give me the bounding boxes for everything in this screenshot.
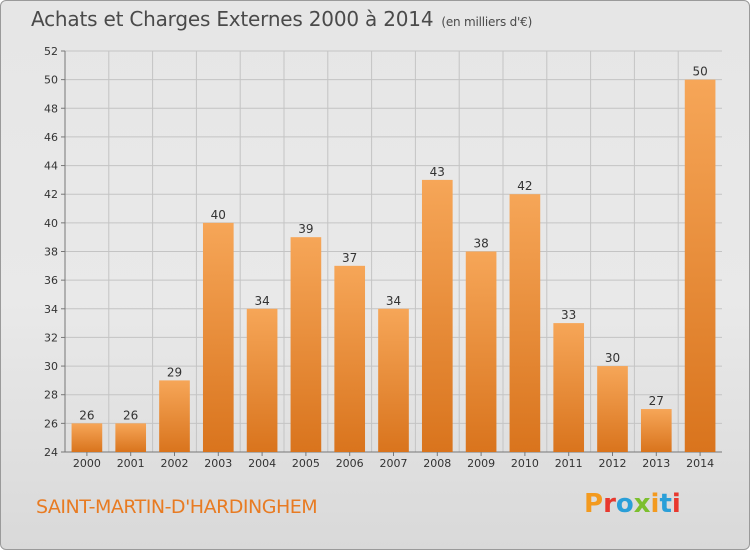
chart-title-text: Achats et Charges Externes 2000 à 2014 bbox=[31, 7, 434, 31]
x-tick-label: 2001 bbox=[117, 457, 145, 470]
bar bbox=[202, 222, 234, 452]
y-tick-label: 24 bbox=[44, 446, 58, 459]
x-tick-label: 2002 bbox=[161, 457, 189, 470]
y-tick-label: 28 bbox=[44, 389, 58, 402]
bar bbox=[334, 265, 366, 452]
y-tick-label: 38 bbox=[44, 246, 58, 259]
y-tick-label: 26 bbox=[44, 417, 58, 430]
data-label: 26 bbox=[123, 408, 138, 422]
x-tick-label: 2012 bbox=[599, 457, 627, 470]
bar bbox=[378, 308, 409, 452]
bars bbox=[71, 79, 716, 453]
bar bbox=[509, 194, 541, 452]
y-tick-label: 34 bbox=[44, 303, 58, 316]
bar bbox=[246, 308, 278, 452]
x-tick-label: 2007 bbox=[380, 457, 408, 470]
x-tick-label: 2010 bbox=[511, 457, 539, 470]
y-tick-label: 36 bbox=[44, 274, 58, 287]
y-tick-label: 30 bbox=[44, 360, 58, 373]
bar bbox=[71, 423, 103, 452]
logo-letter: o bbox=[615, 489, 634, 519]
data-label: 29 bbox=[167, 365, 182, 379]
bar bbox=[640, 409, 672, 452]
y-tick-label: 32 bbox=[44, 331, 58, 344]
bar bbox=[684, 79, 716, 453]
data-label: 30 bbox=[605, 351, 620, 365]
chart-title: Achats et Charges Externes 2000 à 2014 (e… bbox=[31, 7, 532, 31]
data-label: 37 bbox=[342, 251, 357, 265]
y-tick-label: 52 bbox=[44, 45, 58, 58]
y-tick-label: 50 bbox=[44, 74, 58, 87]
chart-unit: (en milliers d'€) bbox=[441, 15, 533, 29]
y-tick-label: 42 bbox=[44, 188, 58, 201]
bar bbox=[290, 237, 322, 452]
axes: 24 26 28 30 32 34 36 38 40 42 44 46 48 50 52 2000 2001 20… bbox=[44, 45, 722, 470]
proxiti-logo: Proxiti bbox=[584, 489, 681, 519]
bar bbox=[465, 251, 497, 452]
bar bbox=[115, 423, 147, 452]
data-label: 39 bbox=[298, 222, 313, 236]
data-label: 38 bbox=[473, 237, 488, 251]
data-label: 50 bbox=[692, 65, 707, 79]
y-tick-label: 46 bbox=[44, 131, 58, 144]
data-label: 40 bbox=[211, 208, 226, 222]
data-label: 27 bbox=[649, 394, 664, 408]
logo-letter: t bbox=[659, 489, 672, 519]
data-label: 42 bbox=[517, 179, 532, 193]
x-tick-label: 2008 bbox=[423, 457, 451, 470]
town-name: SAINT-MARTIN-D'HARDINGHEM bbox=[36, 496, 318, 518]
data-label: 26 bbox=[79, 408, 94, 422]
logo-letter: P bbox=[584, 489, 604, 519]
data-label: 34 bbox=[254, 294, 269, 308]
x-tick-label: 2003 bbox=[204, 457, 232, 470]
y-tick-label: 48 bbox=[44, 102, 58, 115]
data-label: 34 bbox=[386, 294, 401, 308]
x-tick-label: 2005 bbox=[292, 457, 320, 470]
logo-letter: i bbox=[671, 489, 681, 519]
x-tick-label: 2014 bbox=[686, 457, 714, 470]
data-label: 33 bbox=[561, 308, 576, 322]
x-tick-label: 2006 bbox=[336, 457, 364, 470]
logo-letter: i bbox=[650, 489, 660, 519]
bar bbox=[553, 323, 585, 452]
bar bbox=[159, 380, 190, 452]
labels: 26 26 29 40 34 39 37 34 43 38 42 33 30 27 50 bbox=[79, 65, 707, 423]
x-tick-label: 2013 bbox=[642, 457, 670, 470]
data-label: 43 bbox=[430, 165, 445, 179]
x-tick-label: 2011 bbox=[555, 457, 583, 470]
logo-letter: x bbox=[633, 489, 651, 519]
y-tick-label: 44 bbox=[44, 160, 58, 173]
x-tick-label: 2000 bbox=[73, 457, 101, 470]
x-tick-label: 2009 bbox=[467, 457, 495, 470]
logo-letter: r bbox=[603, 489, 616, 519]
x-tick-label: 2004 bbox=[248, 457, 276, 470]
y-tick-label: 40 bbox=[44, 217, 58, 230]
bar bbox=[597, 366, 628, 452]
bar bbox=[421, 179, 453, 452]
